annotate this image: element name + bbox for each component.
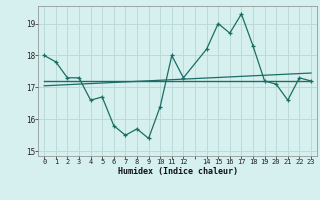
X-axis label: Humidex (Indice chaleur): Humidex (Indice chaleur) (118, 167, 238, 176)
